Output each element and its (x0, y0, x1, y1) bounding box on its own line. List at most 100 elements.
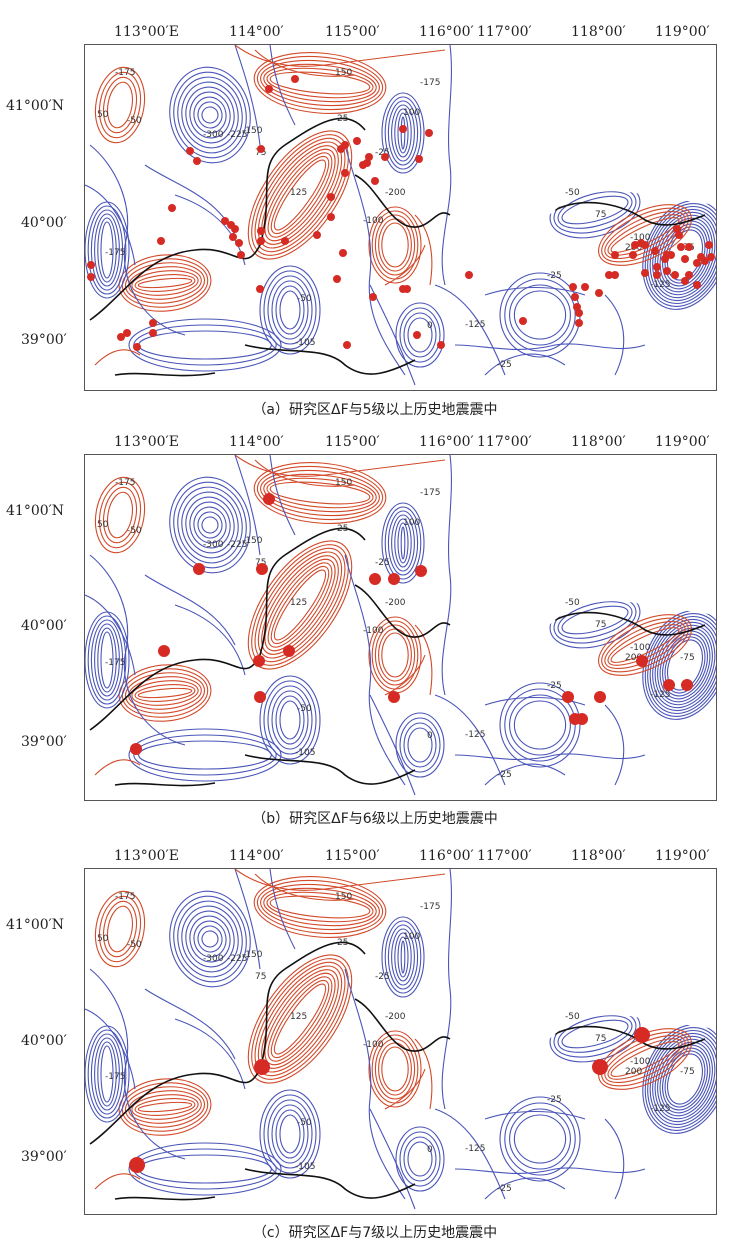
contour-line (100, 1045, 114, 1103)
contour-line (118, 664, 212, 722)
earthquake-epicenter-marker (641, 241, 649, 249)
contour-line (504, 688, 576, 762)
earthquake-epicenter-marker (381, 153, 389, 161)
contour-value-label: 0 (427, 731, 433, 741)
earthquake-epicenter-marker (353, 137, 361, 145)
contour-line (87, 615, 127, 705)
contour-value-label: 125 (290, 598, 307, 608)
contour-line (384, 654, 426, 696)
contour-line (610, 627, 680, 663)
earthquake-epicenter-marker (123, 329, 131, 337)
contour-line (189, 91, 231, 139)
contour-line (124, 262, 206, 304)
contour-line (118, 1078, 212, 1136)
earthquake-epicenter-marker (611, 271, 619, 279)
contour-line (394, 108, 412, 158)
contour-line (261, 145, 339, 245)
lon-label: 119°00′ (655, 24, 710, 40)
contour-line (201, 106, 219, 124)
earthquake-epicenter-marker (157, 237, 165, 245)
contour-line (134, 684, 196, 702)
contour-line (270, 155, 330, 235)
earthquake-epicenter-marker (263, 493, 275, 505)
contour-line (504, 1102, 576, 1176)
lat-label: 40°00′ (21, 215, 67, 231)
lat-label: 39°00′ (21, 734, 67, 750)
contour-line (607, 214, 683, 256)
contour-line (610, 1041, 680, 1077)
contour-line (144, 988, 236, 1060)
contour-value-label: -50 (127, 116, 142, 126)
contour-line (263, 270, 317, 350)
earthquake-epicenter-marker (341, 141, 349, 149)
earthquake-epicenter-marker (256, 285, 264, 293)
contour-line (484, 1177, 566, 1200)
earthquake-epicenter-marker (569, 283, 577, 291)
contour-line (89, 968, 186, 1160)
contour-value-label: 125 (290, 188, 307, 198)
contour-line (601, 1031, 689, 1087)
contour-line (403, 722, 437, 768)
contour-line (181, 905, 239, 973)
contour-line (279, 1114, 301, 1154)
contour-line (234, 45, 261, 146)
contour-line (177, 76, 243, 154)
contour-value-label: -100 (630, 643, 651, 653)
contour-line (509, 694, 571, 756)
earthquake-epicenter-marker (693, 281, 701, 289)
contour-line (387, 100, 419, 166)
contour-line (263, 1094, 317, 1174)
earthquake-epicenter-marker (581, 283, 589, 291)
contour-line (513, 1114, 567, 1164)
contour-value-label: -50 (297, 704, 312, 714)
contour-line (253, 52, 387, 114)
earthquake-epicenter-marker (149, 319, 157, 327)
contour-line (251, 134, 349, 256)
contour-value-label: 75 (255, 972, 266, 982)
contour-line (173, 71, 247, 159)
contour-line (275, 695, 305, 745)
earthquake-epicenter-marker (651, 247, 659, 255)
contour-line (557, 1015, 633, 1053)
contour-line (604, 294, 625, 376)
contour-line (407, 1141, 433, 1177)
contour-line (659, 630, 711, 700)
contour-line (189, 915, 231, 963)
contour-line (344, 144, 406, 376)
contour-value-label: -125 (650, 280, 670, 290)
contour-line (666, 1053, 704, 1105)
contour-value-label: -25 (375, 972, 390, 982)
contour-line (270, 979, 330, 1059)
earthquake-epicenter-marker (663, 251, 671, 259)
earthquake-epicenter-marker (257, 237, 265, 245)
contour-line (138, 740, 272, 770)
earthquake-epicenter-marker (675, 231, 683, 239)
contour-line (381, 222, 409, 268)
contour-line (234, 869, 446, 891)
contour-line (434, 1108, 506, 1200)
contour-line (267, 152, 333, 238)
earthquake-epicenter-marker (575, 319, 583, 327)
contour-line (271, 1104, 309, 1164)
contour-line (279, 700, 301, 740)
contour-value-label: -300 (203, 954, 224, 964)
contour-line (169, 66, 251, 164)
earthquake-epicenter-marker (339, 249, 347, 257)
contour-line (197, 101, 223, 129)
contour-line (133, 734, 277, 776)
contour-line (256, 879, 384, 935)
earthquake-epicenter-marker (562, 691, 574, 703)
contour-line (659, 1044, 711, 1114)
contour-value-label: 150 (335, 68, 352, 78)
earthquake-epicenter-marker (677, 243, 685, 251)
earthquake-epicenter-marker (149, 329, 157, 337)
contour-line (368, 1030, 422, 1108)
contour-line (197, 511, 223, 539)
contour-line (169, 890, 251, 988)
contour-map-c: -175 50 -50 -300 -225 -150 75 150 125 25 100 -175 -2… (84, 868, 717, 1215)
contour-value-label: 75 (255, 558, 266, 568)
contour-value-label: 150 (335, 478, 352, 488)
earthquake-epicenter-marker (365, 153, 373, 161)
contour-value-label: -25 (547, 681, 562, 691)
contour-line (94, 890, 146, 968)
